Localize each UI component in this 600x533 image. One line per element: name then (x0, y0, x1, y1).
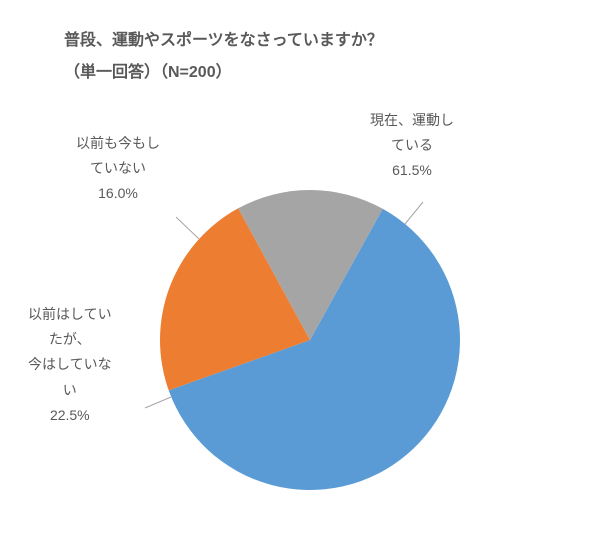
leader-line (145, 397, 171, 408)
slice-label-current: 現在、運動している61.5% (370, 108, 454, 184)
label-line: 61.5% (370, 158, 454, 183)
label-line: 以前はしてい (28, 302, 112, 327)
label-line: 16.0% (76, 181, 160, 206)
label-line: 22.5% (28, 403, 112, 428)
leader-line (405, 202, 423, 224)
label-line: ていない (76, 156, 160, 181)
label-line: い (28, 378, 112, 403)
label-line: たが、 (28, 327, 112, 352)
slice-label-past-not-now: 以前はしていたが、今はしていない22.5% (28, 302, 112, 428)
label-line: 以前も今もし (76, 131, 160, 156)
chart-stage: 普段、運動やスポーツをなさっていますか？ （単一回答）（N=200） 現在、運動… (0, 0, 600, 533)
label-line: 今はしていな (28, 352, 112, 377)
leader-line (176, 217, 199, 239)
label-line: ている (370, 133, 454, 158)
pie-chart (0, 0, 600, 533)
slice-label-never: 以前も今もしていない16.0% (76, 131, 160, 207)
label-line: 現在、運動し (370, 108, 454, 133)
